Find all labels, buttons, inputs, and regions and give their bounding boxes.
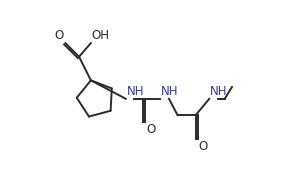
Text: O: O (199, 140, 208, 153)
Text: NH: NH (210, 85, 228, 98)
Text: OH: OH (92, 29, 110, 42)
Text: NH: NH (127, 85, 144, 98)
Text: O: O (54, 29, 64, 42)
Text: NH: NH (161, 85, 179, 98)
Text: O: O (146, 123, 155, 136)
